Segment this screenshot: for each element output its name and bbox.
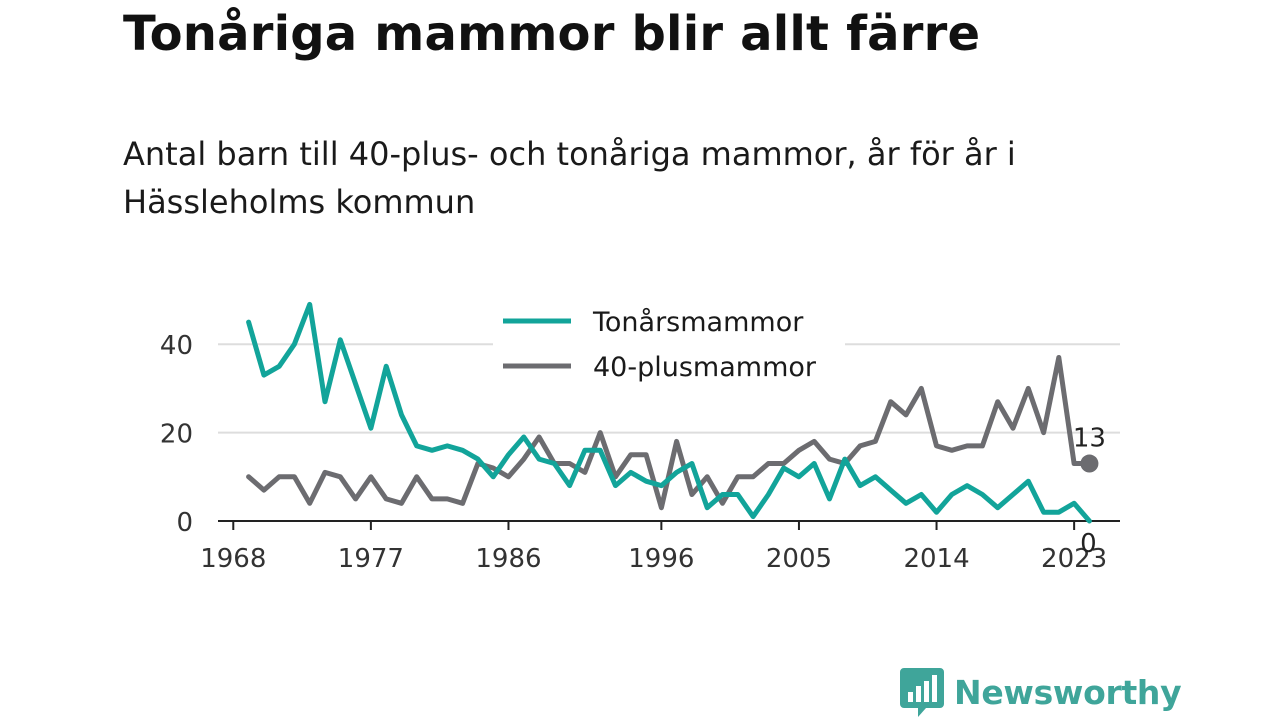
x-tick-label: 1996 (628, 544, 694, 574)
y-tick-label: 20 (160, 420, 193, 450)
legend-background (493, 293, 845, 391)
end-marker-40-plusmammor (1080, 454, 1099, 473)
bar-chart-speech-bubble-icon (900, 668, 944, 717)
brand-name: Newsworthy (954, 672, 1182, 712)
line-chart: 1968 1977 1986 1996 2005 2014 2023 0 20 40 13 0 T… (159, 293, 1120, 574)
x-tick-label: 1977 (338, 544, 404, 574)
x-axis: 1968 1977 1986 1996 2005 2014 2023 (200, 520, 1120, 574)
chart-subtitle: Antal barn till 40-plus- och tonåriga ma… (123, 135, 1016, 221)
y-tick-label: 40 (160, 331, 193, 361)
end-label-40-plusmammor: 13 (1073, 424, 1106, 454)
x-tick-label: 2023 (1041, 544, 1107, 574)
series-lines (246, 301, 1092, 524)
y-axis-labels: 0 20 40 (160, 331, 193, 538)
series-line-40-plusmammor (246, 355, 1092, 511)
end-labels: 13 0 (1073, 424, 1106, 559)
newsworthy-logo: Newsworthy (900, 666, 1182, 718)
series-line-tonarsmammor (246, 301, 1092, 524)
x-tick-label: 1968 (200, 544, 266, 574)
x-tick-label: 2014 (903, 544, 969, 574)
chart-title: Tonåriga mammor blir allt färre (123, 6, 981, 62)
x-tick-label: 1986 (475, 544, 541, 574)
legend: Tonårsmammor 40-plusmammor (493, 293, 845, 391)
legend-label-40-plusmammor: 40-plusmammor (593, 352, 817, 383)
end-label-tonarsmammor: 0 (1080, 529, 1097, 559)
legend-label-tonarsmammor: Tonårsmammor (592, 307, 804, 338)
x-tick-label: 2005 (766, 544, 832, 574)
y-tick-label: 0 (176, 508, 193, 538)
